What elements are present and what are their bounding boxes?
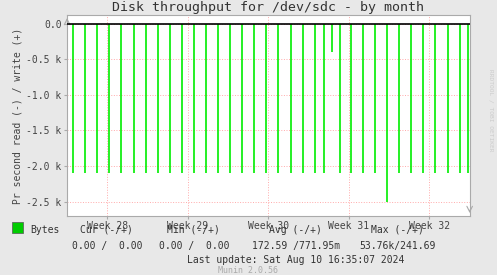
- Text: Avg (-/+): Avg (-/+): [269, 225, 322, 235]
- Y-axis label: Pr second read (-) / write (+): Pr second read (-) / write (+): [12, 28, 22, 204]
- Text: 0.00 /  0.00: 0.00 / 0.00: [72, 241, 142, 251]
- Title: Disk throughput for /dev/sdc - by month: Disk throughput for /dev/sdc - by month: [112, 1, 424, 14]
- Text: 0.00 /  0.00: 0.00 / 0.00: [159, 241, 229, 251]
- Text: Last update: Sat Aug 10 16:35:07 2024: Last update: Sat Aug 10 16:35:07 2024: [187, 255, 405, 265]
- Text: RRDTOOL / TOBI OETIKER: RRDTOOL / TOBI OETIKER: [488, 69, 493, 151]
- Text: Max (-/+): Max (-/+): [371, 225, 424, 235]
- Text: Cur (-/+): Cur (-/+): [81, 225, 133, 235]
- Text: Bytes: Bytes: [30, 225, 59, 235]
- Text: 172.59 /771.95m: 172.59 /771.95m: [251, 241, 340, 251]
- Text: Min (-/+): Min (-/+): [167, 225, 220, 235]
- Text: 53.76k/241.69: 53.76k/241.69: [359, 241, 436, 251]
- Text: Munin 2.0.56: Munin 2.0.56: [219, 266, 278, 274]
